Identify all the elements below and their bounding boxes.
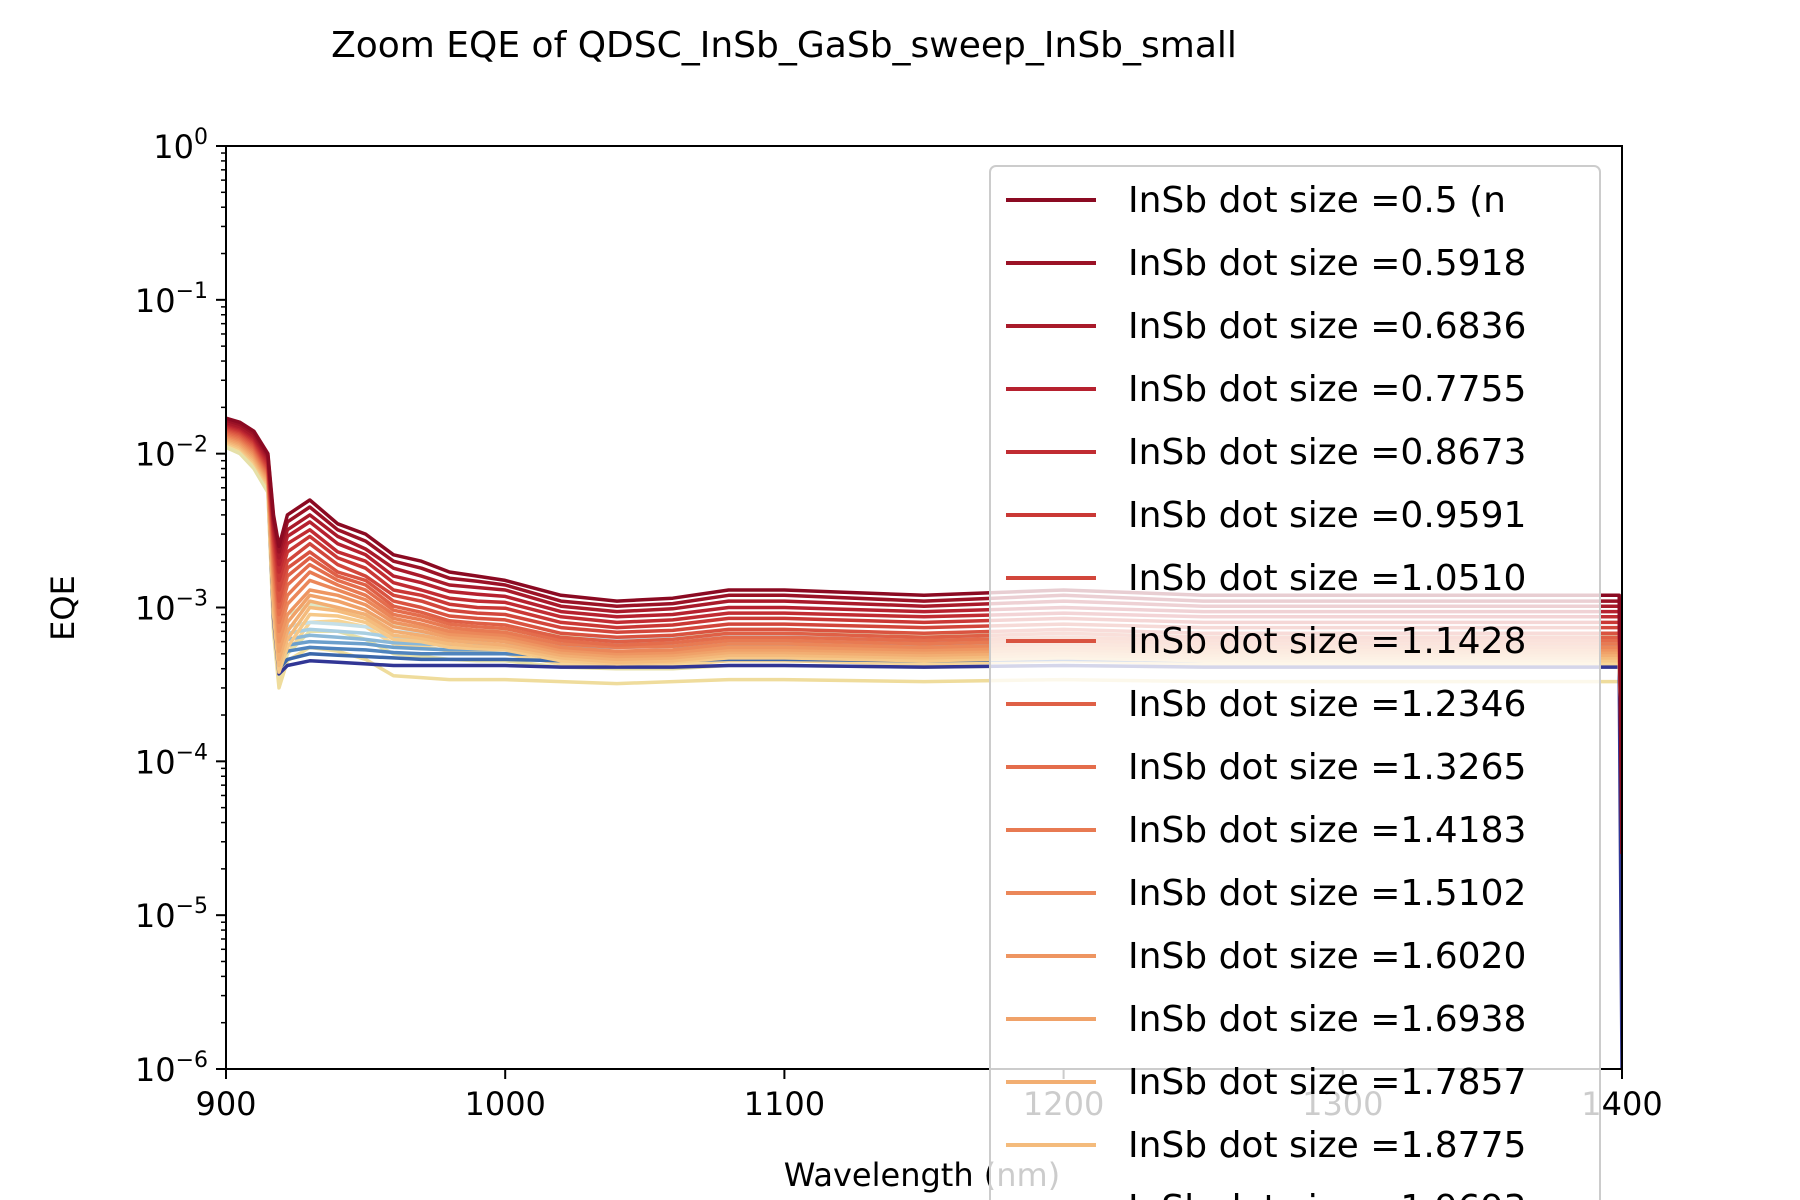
y-axis: 100 10−1 10−2 10−3 10−4 10−5 10−6 <box>135 125 226 1089</box>
x-tick-label: 1100 <box>744 1085 825 1123</box>
legend-label: InSb dot size =1.2346 <box>1128 684 1526 725</box>
legend-label: InSb dot size =1.0510 <box>1128 558 1526 599</box>
x-tick-label: 900 <box>195 1085 256 1123</box>
y-tick-label: 10−6 <box>135 1048 208 1089</box>
legend-label: InSb dot size =1.6020 <box>1128 936 1526 977</box>
legend-label: InSb dot size =1.7857 <box>1128 1062 1526 1103</box>
legend-label: InSb dot size =0.5918 <box>1128 243 1526 284</box>
y-tick-label: 100 <box>153 125 208 166</box>
legend-label: InSb dot size =0.5 (n <box>1128 180 1506 221</box>
y-tick-label: 10−4 <box>135 740 208 781</box>
legend-label: InSb dot size =1.6938 <box>1128 999 1526 1040</box>
legend-label: InSb dot size =1.1428 <box>1128 621 1526 662</box>
y-tick-label: 10−2 <box>135 433 208 474</box>
legend-frame <box>989 165 1601 1200</box>
y-tick-label: 10−5 <box>135 894 208 935</box>
y-tick-label: 10−3 <box>135 587 208 628</box>
legend-label: InSb dot size =1.9693 <box>1128 1188 1526 1200</box>
y-axis-label: EQE <box>44 575 82 641</box>
legend-label: InSb dot size =1.5102 <box>1128 873 1526 914</box>
legend-label: InSb dot size =0.7755 <box>1128 369 1526 410</box>
legend-label: InSb dot size =0.8673 <box>1128 432 1526 473</box>
x-tick-label: 1000 <box>464 1085 545 1123</box>
chart-title: Zoom EQE of QDSC_InSb_GaSb_sweep_InSb_sm… <box>331 25 1237 66</box>
legend: InSb dot size =0.5 (n InSb dot size =0.59… <box>989 165 1601 1200</box>
legend-label: InSb dot size =0.9591 <box>1128 495 1526 536</box>
legend-label: InSb dot size =0.6836 <box>1128 306 1526 347</box>
legend-label: InSb dot size =1.8775 <box>1128 1125 1526 1166</box>
y-tick-label: 10−1 <box>135 279 208 320</box>
legend-label: InSb dot size =1.3265 <box>1128 747 1526 788</box>
y-minor-ticks <box>221 152 226 1024</box>
legend-label: InSb dot size =1.4183 <box>1128 810 1526 851</box>
